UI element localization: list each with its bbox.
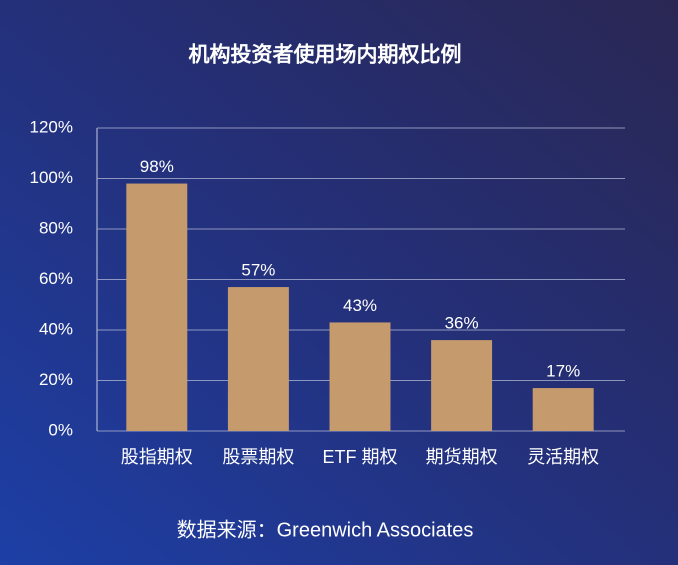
value-label: 43%	[343, 296, 377, 315]
value-label: 36%	[445, 314, 479, 333]
value-label: 17%	[546, 362, 580, 381]
x-tick-label: 灵活期权	[527, 447, 599, 467]
bar	[532, 388, 594, 431]
y-tick-label: 80%	[39, 218, 73, 237]
bar	[431, 340, 493, 431]
bar	[329, 322, 391, 431]
x-tick-label: 股指期权	[121, 447, 193, 467]
bar	[227, 287, 289, 431]
source-note: 数据来源：Greenwich Associates	[177, 518, 474, 541]
value-label: 98%	[140, 157, 174, 176]
y-tick-label: 60%	[39, 269, 73, 288]
y-tick-label: 120%	[30, 117, 73, 136]
y-tick-label: 40%	[39, 319, 73, 338]
y-tick-label: 20%	[39, 370, 73, 389]
y-tick-label: 0%	[48, 420, 73, 439]
x-tick-label: ETF 期权	[323, 447, 398, 467]
value-label: 57%	[241, 261, 275, 280]
x-tick-label: 期货期权	[426, 447, 498, 467]
x-tick-label: 股票期权	[222, 447, 294, 467]
y-tick-label: 100%	[30, 168, 73, 187]
bar	[126, 183, 188, 431]
chart-title: 机构投资者使用场内期权比例	[189, 43, 462, 67]
